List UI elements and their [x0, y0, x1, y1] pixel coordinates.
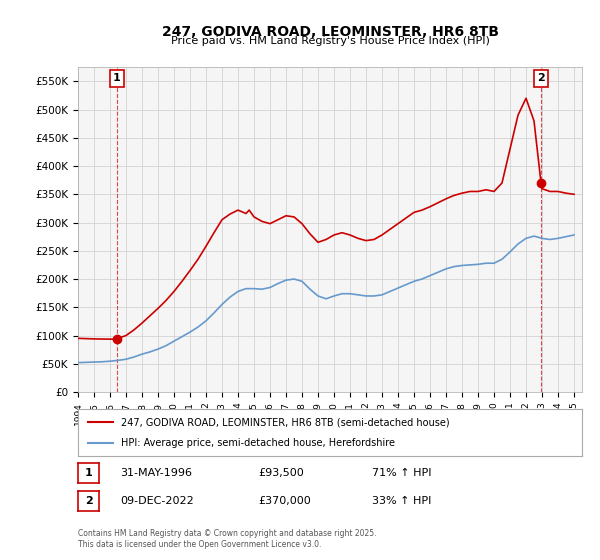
Text: 2: 2 — [85, 496, 92, 506]
Text: 247, GODIVA ROAD, LEOMINSTER, HR6 8TB (semi-detached house): 247, GODIVA ROAD, LEOMINSTER, HR6 8TB (s… — [121, 417, 449, 427]
Text: 1: 1 — [85, 468, 92, 478]
Text: Contains HM Land Registry data © Crown copyright and database right 2025.
This d: Contains HM Land Registry data © Crown c… — [78, 529, 377, 549]
Text: 2: 2 — [537, 73, 545, 83]
Text: 33% ↑ HPI: 33% ↑ HPI — [372, 496, 431, 506]
Text: 1: 1 — [113, 73, 121, 83]
Text: Price paid vs. HM Land Registry's House Price Index (HPI): Price paid vs. HM Land Registry's House … — [170, 36, 490, 46]
Text: 09-DEC-2022: 09-DEC-2022 — [120, 496, 194, 506]
Text: £93,500: £93,500 — [258, 468, 304, 478]
Text: 247, GODIVA ROAD, LEOMINSTER, HR6 8TB: 247, GODIVA ROAD, LEOMINSTER, HR6 8TB — [161, 25, 499, 39]
Text: £370,000: £370,000 — [258, 496, 311, 506]
Text: HPI: Average price, semi-detached house, Herefordshire: HPI: Average price, semi-detached house,… — [121, 438, 395, 448]
Text: 71% ↑ HPI: 71% ↑ HPI — [372, 468, 431, 478]
Text: 31-MAY-1996: 31-MAY-1996 — [120, 468, 192, 478]
